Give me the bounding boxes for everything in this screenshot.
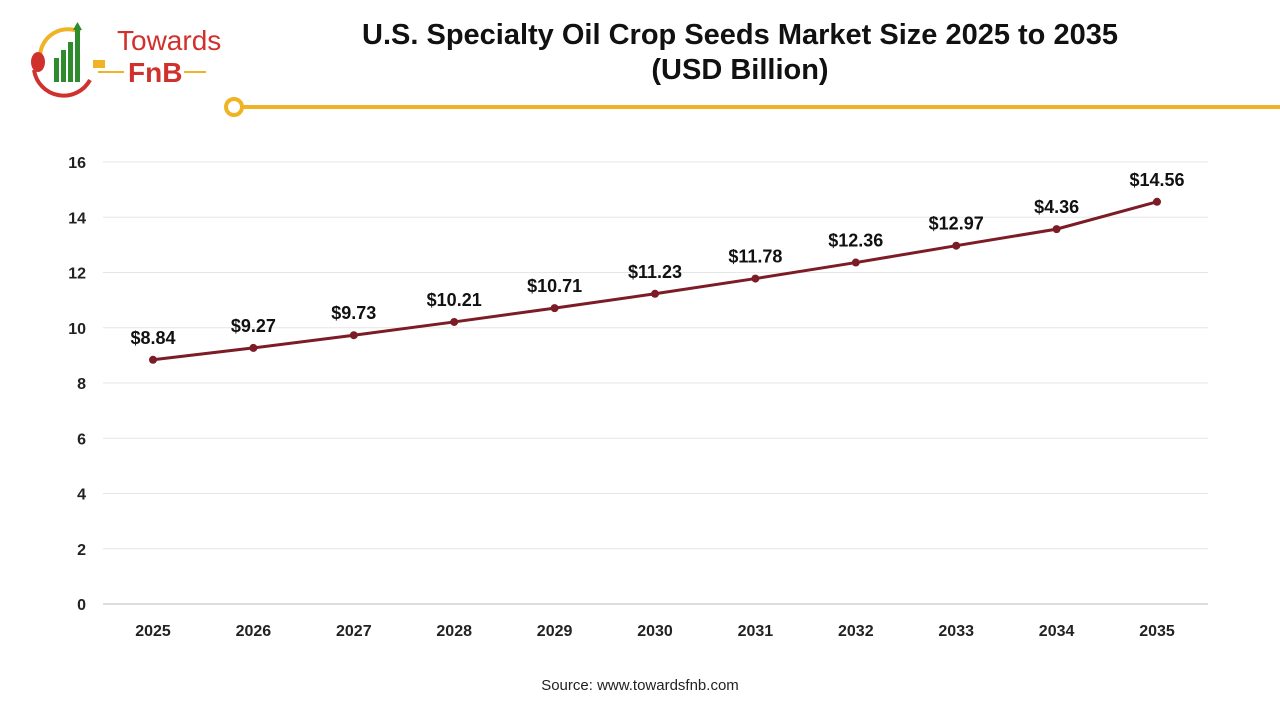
y-tick-label: 16 (68, 155, 86, 172)
data-label: $14.56 (1129, 170, 1184, 190)
y-tick-label: 10 (68, 321, 86, 338)
data-label: $12.97 (929, 214, 984, 234)
data-point (952, 241, 961, 250)
data-point (651, 289, 659, 298)
x-tick-label: 2029 (537, 623, 573, 640)
data-label: $8.84 (130, 328, 175, 348)
x-tick-label: 2030 (637, 623, 673, 640)
x-tick-label: 2032 (838, 623, 874, 640)
title-accent-line (224, 97, 1280, 117)
data-point (851, 258, 860, 267)
data-point (349, 331, 358, 340)
chart-title: U.S. Specialty Oil Crop Seeds Market Siz… (362, 19, 1118, 86)
y-tick-label: 6 (77, 431, 86, 448)
data-label: $12.36 (828, 231, 883, 251)
data-point (1052, 225, 1061, 234)
data-label: $10.21 (427, 290, 482, 310)
data-point (249, 343, 258, 352)
y-tick-label: 12 (68, 266, 86, 283)
x-tick-label: 2028 (436, 623, 472, 640)
data-label: $9.73 (331, 303, 376, 323)
y-tick-label: 14 (68, 210, 86, 227)
y-tick-label: 8 (77, 376, 86, 393)
data-label: $9.27 (231, 316, 276, 336)
logo: Towards FnB (31, 22, 221, 98)
x-tick-label: 2027 (336, 623, 372, 640)
data-label: $10.71 (527, 276, 582, 296)
x-tick-label: 2035 (1139, 623, 1175, 640)
data-point (550, 304, 559, 313)
source-text: Source: www.towardsfnb.com (541, 677, 739, 694)
x-tick-label: 2026 (236, 623, 272, 640)
data-point (450, 317, 459, 326)
x-tick-label: 2031 (738, 623, 774, 640)
data-label: $11.78 (728, 247, 782, 267)
data-point (751, 274, 760, 283)
data-label: $11.23 (628, 262, 682, 282)
x-tick-label: 2025 (135, 623, 171, 640)
y-tick-label: 0 (77, 597, 86, 614)
svg-text:FnB: FnB (128, 57, 182, 88)
y-tick-label: 4 (77, 487, 86, 504)
data-label: $4.36 (1034, 197, 1079, 217)
data-point (149, 355, 157, 364)
logo-text: Towards (117, 25, 221, 56)
data-point (1153, 197, 1161, 206)
x-tick-label: 2034 (1039, 623, 1075, 640)
x-tick-label: 2033 (938, 623, 974, 640)
y-tick-label: 2 (77, 542, 86, 559)
